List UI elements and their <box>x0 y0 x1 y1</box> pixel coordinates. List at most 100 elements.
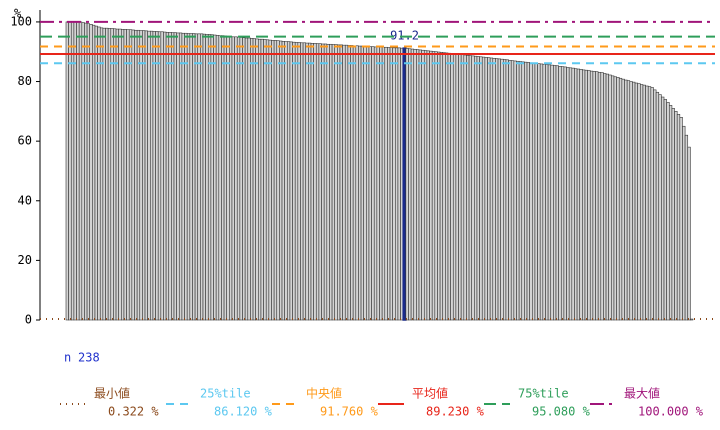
bar <box>497 58 501 321</box>
bar <box>292 41 296 321</box>
bar <box>221 35 225 321</box>
bar <box>279 40 283 321</box>
bar <box>460 54 465 321</box>
bar <box>236 36 241 321</box>
y-tick-label: 80 <box>18 74 32 88</box>
bar <box>413 49 417 321</box>
bar <box>408 48 412 321</box>
bar <box>110 28 114 321</box>
bar <box>176 32 180 321</box>
y-axis-label: % <box>14 7 22 21</box>
bar <box>452 53 457 321</box>
bar <box>337 44 341 321</box>
y-tick-label: 40 <box>18 193 32 207</box>
bar <box>84 22 88 321</box>
bar <box>431 51 436 321</box>
bar <box>447 52 451 321</box>
bar <box>592 71 596 321</box>
bar <box>450 53 454 321</box>
bar <box>647 86 652 321</box>
bar <box>76 21 80 321</box>
bar <box>387 47 391 321</box>
bar <box>213 34 217 321</box>
bar <box>186 33 191 321</box>
bar <box>553 65 557 321</box>
bar <box>492 57 496 321</box>
bar <box>487 57 491 321</box>
bar <box>671 108 675 321</box>
bar <box>666 102 670 321</box>
bar <box>168 32 172 321</box>
bar <box>197 33 201 321</box>
y-tick-label: 100 <box>10 14 32 28</box>
bar <box>542 63 546 321</box>
bar <box>276 40 280 321</box>
bar <box>329 43 333 321</box>
legend-value: 100.000 % <box>638 405 704 419</box>
legend-value: 95.080 % <box>532 405 591 419</box>
bar <box>545 64 549 321</box>
bar <box>603 73 607 321</box>
bar <box>392 47 396 321</box>
bar <box>500 58 504 321</box>
bar <box>576 68 581 321</box>
bar <box>618 77 623 321</box>
bar <box>524 61 528 321</box>
bar <box>437 51 441 321</box>
bar <box>310 43 314 321</box>
bar <box>70 21 75 321</box>
bar <box>560 66 565 321</box>
bar <box>358 45 362 321</box>
bar <box>558 66 562 321</box>
legend-name: 75%tile <box>518 387 569 401</box>
bar <box>144 30 148 321</box>
bar <box>286 41 291 321</box>
bar <box>334 44 338 321</box>
bar <box>479 56 483 321</box>
bar <box>605 73 609 321</box>
bar <box>231 36 235 321</box>
bar <box>632 81 636 321</box>
bar <box>260 38 264 321</box>
bar <box>302 42 307 321</box>
bar <box>165 32 170 321</box>
bar <box>371 46 375 321</box>
bar <box>595 71 599 321</box>
bar <box>173 32 177 321</box>
bar <box>397 47 401 321</box>
bar <box>518 61 523 321</box>
bar <box>668 105 673 321</box>
y-tick-label: 0 <box>25 313 32 327</box>
bar <box>661 96 665 321</box>
bar <box>147 30 151 321</box>
bar <box>674 111 678 321</box>
bar <box>139 30 143 321</box>
bar <box>171 32 175 321</box>
bar <box>634 82 638 321</box>
bar <box>178 32 183 321</box>
bar <box>315 43 320 321</box>
bar <box>128 29 133 321</box>
bar <box>463 54 467 321</box>
bar <box>555 65 559 321</box>
bar <box>608 74 612 321</box>
bar <box>118 28 122 321</box>
bar <box>86 23 91 321</box>
legend-value: 91.760 % <box>320 405 379 419</box>
bar <box>600 72 604 321</box>
bar <box>613 76 617 321</box>
bar <box>255 38 259 321</box>
bar <box>611 75 615 321</box>
bar <box>410 48 415 321</box>
bar <box>505 59 509 321</box>
bar <box>234 36 238 321</box>
bar <box>131 29 135 321</box>
bar <box>679 117 683 321</box>
bar <box>94 25 98 321</box>
bar <box>584 69 588 321</box>
bar <box>294 42 299 321</box>
bar <box>521 61 525 321</box>
bar <box>589 70 594 321</box>
bar <box>244 37 249 321</box>
bar <box>65 21 69 321</box>
